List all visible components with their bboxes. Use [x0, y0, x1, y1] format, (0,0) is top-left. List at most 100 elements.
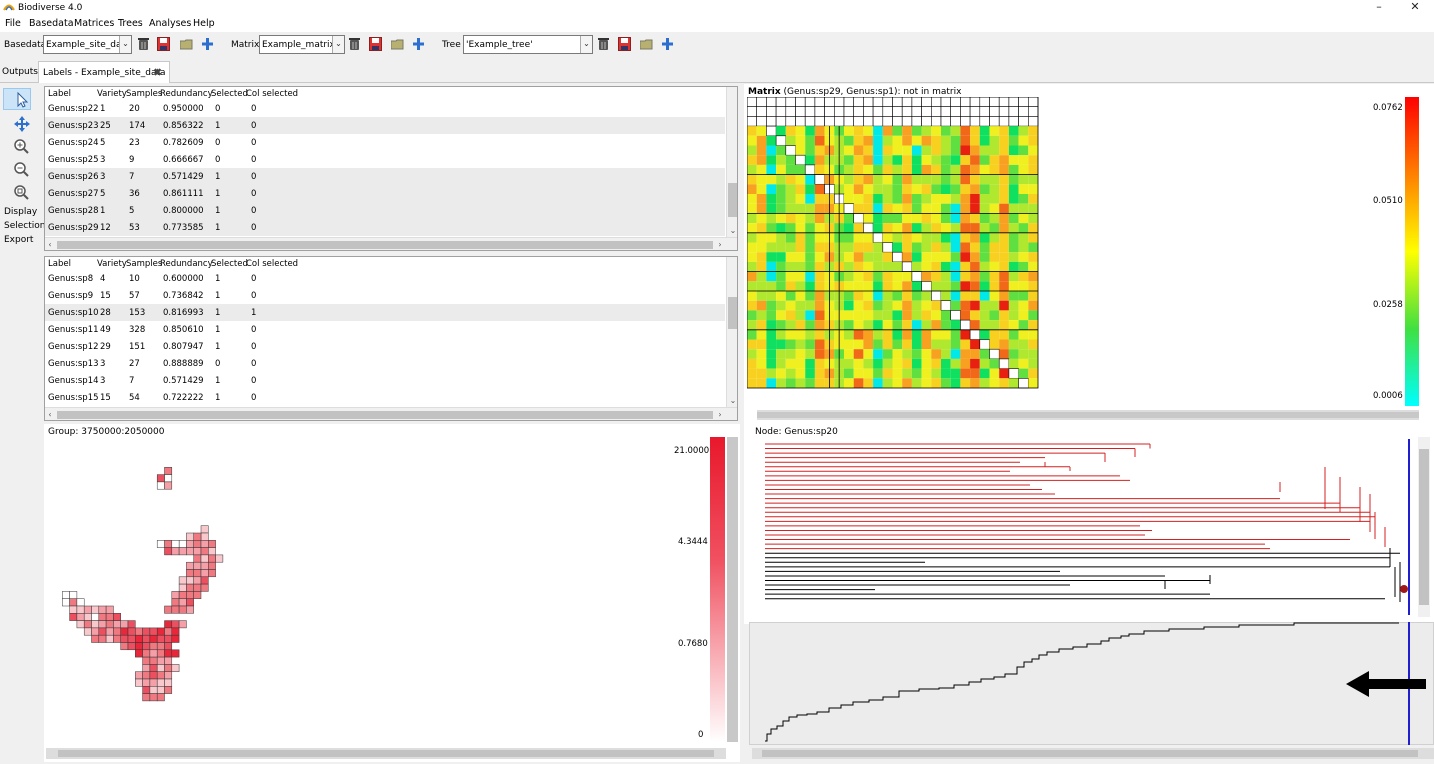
matrix-heatmap[interactable] — [747, 97, 1039, 390]
table-horizontal-scrollbar[interactable]: ‹ › — [45, 237, 737, 250]
matrix-cell — [979, 194, 990, 204]
col-redundancy[interactable]: Redundancy — [160, 89, 213, 99]
selection-menu[interactable]: Selection — [4, 221, 46, 231]
scroll-left-icon[interactable]: ‹ — [48, 240, 52, 249]
table-row[interactable]: Genus:sp25 3 9 0.666667 0 0 — [45, 151, 725, 168]
table-row[interactable]: Genus:sp15 15 54 0.722222 1 0 — [45, 389, 725, 406]
pan-icon[interactable] — [12, 115, 32, 133]
matrix-cell — [756, 261, 767, 272]
arrow-left-icon — [1346, 671, 1426, 697]
open-tree-icon[interactable] — [640, 37, 653, 51]
delete-tree-icon[interactable] — [597, 37, 610, 51]
matrix-horizontal-scrollbar[interactable] — [757, 410, 1419, 420]
table-row[interactable]: Genus:sp14 3 7 0.571429 1 0 — [45, 372, 725, 389]
save-matrix-icon[interactable] — [369, 37, 382, 51]
map-cell — [142, 693, 151, 702]
tab-outputs[interactable]: Outputs — [2, 61, 38, 83]
scroll-thumb[interactable] — [757, 412, 1419, 418]
minimize-icon[interactable]: – — [1376, 0, 1382, 13]
menu-file[interactable]: File — [5, 18, 21, 29]
close-icon[interactable]: ✕ — [1410, 0, 1420, 13]
select-pointer-icon[interactable] — [12, 91, 32, 109]
table-vertical-scrollbar[interactable]: ⌄ — [726, 257, 737, 407]
add-basedata-icon[interactable] — [201, 37, 214, 51]
export-menu[interactable]: Export — [4, 235, 34, 245]
table-row[interactable]: Genus:sp29 12 53 0.773585 1 0 — [45, 219, 725, 236]
col-col-selected[interactable]: Col selected — [246, 89, 299, 99]
table-row[interactable]: Genus:sp10 28 153 0.816993 1 1 — [45, 304, 725, 321]
col-variety[interactable]: Variety — [97, 259, 127, 269]
scroll-down-icon[interactable]: ⌄ — [729, 396, 737, 405]
add-matrix-icon[interactable] — [412, 37, 425, 51]
table-row[interactable]: Genus:sp27 5 36 0.861111 1 0 — [45, 185, 725, 202]
tab-labels[interactable]: Labels - Example_site_data ✖ — [38, 61, 170, 83]
menu-matrices[interactable]: Matrices — [74, 18, 115, 29]
col-col-selected[interactable]: Col selected — [246, 259, 299, 269]
matrix-cell — [902, 271, 912, 282]
save-basedata-icon[interactable] — [157, 37, 170, 51]
table-horizontal-scrollbar[interactable]: ‹ › — [45, 407, 737, 420]
map-horizontal-scrollbar[interactable] — [46, 748, 726, 759]
open-basedata-icon[interactable] — [180, 37, 193, 51]
menu-basedata[interactable]: Basedata — [29, 18, 74, 29]
col-samples[interactable]: Samples — [126, 259, 163, 269]
tree-vertical-scrollbar[interactable] — [1418, 437, 1430, 617]
tree-select[interactable]: 'Example_tree' ⌄ — [463, 35, 593, 54]
close-tab-icon[interactable]: ✖ — [153, 66, 163, 79]
col-samples[interactable]: Samples — [126, 89, 163, 99]
scroll-thumb[interactable] — [728, 183, 737, 217]
delete-matrix-icon[interactable] — [348, 37, 361, 51]
graph-horizontal-scrollbar[interactable] — [752, 748, 1434, 759]
table-row[interactable]: Genus:sp23 25 174 0.856322 1 0 — [45, 117, 725, 134]
restore-icon[interactable] — [1367, 0, 1397, 16]
basedata-select[interactable]: Example_site_data ⌄ — [43, 35, 132, 54]
table-row[interactable]: Genus:sp28 1 5 0.800000 1 0 — [45, 202, 725, 219]
matrix-select[interactable]: Example_matrix ⌄ — [259, 35, 345, 54]
display-menu[interactable]: Display — [4, 207, 38, 217]
col-variety[interactable]: Variety — [97, 89, 127, 99]
menu-analyses[interactable]: Analyses — [149, 18, 192, 29]
scroll-right-icon[interactable]: › — [718, 410, 722, 419]
add-tree-icon[interactable] — [661, 37, 674, 51]
zoom-in-icon[interactable] — [12, 138, 32, 156]
table-row[interactable]: Genus:sp13 3 27 0.888889 0 0 — [45, 355, 725, 372]
cell-redundancy: 0.888889 — [163, 359, 204, 369]
scroll-thumb[interactable] — [762, 750, 1418, 757]
matrix-cell — [1018, 126, 1029, 136]
cell-selected: 1 — [215, 325, 221, 335]
depth-step-graph[interactable] — [749, 622, 1434, 745]
table-row[interactable]: Genus:sp22 1 20 0.950000 0 0 — [45, 100, 725, 117]
col-selected[interactable]: Selected — [211, 259, 248, 269]
table-row[interactable]: Genus:sp26 3 7 0.571429 1 0 — [45, 168, 725, 185]
delete-basedata-icon[interactable] — [137, 37, 150, 51]
scroll-right-icon[interactable]: › — [718, 240, 722, 249]
scroll-thumb[interactable] — [1419, 449, 1429, 605]
table-vertical-scrollbar[interactable]: ⌄ — [726, 87, 737, 237]
save-tree-icon[interactable] — [618, 37, 631, 51]
matrix-cell — [999, 300, 1009, 311]
table-row[interactable]: Genus:sp9 15 57 0.736842 1 0 — [45, 287, 725, 304]
matrix-cell — [805, 223, 815, 233]
map-vertical-scrollbar[interactable] — [727, 437, 738, 742]
zoom-out-icon[interactable] — [12, 161, 32, 179]
col-label[interactable]: Label — [48, 259, 71, 269]
table-row[interactable]: Genus:sp24 5 23 0.782609 0 0 — [45, 134, 725, 151]
phylogeny-tree[interactable] — [760, 437, 1420, 617]
zoom-fit-icon[interactable] — [12, 184, 32, 202]
menu-help[interactable]: Help — [193, 18, 215, 29]
table-row[interactable]: Genus:sp11 49 328 0.850610 1 0 — [45, 321, 725, 338]
scroll-thumb[interactable] — [728, 297, 737, 329]
scroll-left-icon[interactable]: ‹ — [48, 410, 52, 419]
col-label[interactable]: Label — [48, 89, 71, 99]
scroll-thumb[interactable] — [57, 241, 713, 249]
scroll-thumb[interactable] — [57, 411, 713, 419]
col-redundancy[interactable]: Redundancy — [160, 259, 213, 269]
open-matrix-icon[interactable] — [391, 37, 404, 51]
scroll-thumb[interactable] — [58, 750, 714, 757]
table-row[interactable]: Genus:sp8 4 10 0.600000 1 0 — [45, 270, 725, 287]
menu-trees[interactable]: Trees — [118, 18, 143, 29]
group-map[interactable] — [55, 460, 235, 725]
scroll-down-icon[interactable]: ⌄ — [729, 226, 737, 235]
table-row[interactable]: Genus:sp12 29 151 0.807947 1 0 — [45, 338, 725, 355]
col-selected[interactable]: Selected — [211, 89, 248, 99]
